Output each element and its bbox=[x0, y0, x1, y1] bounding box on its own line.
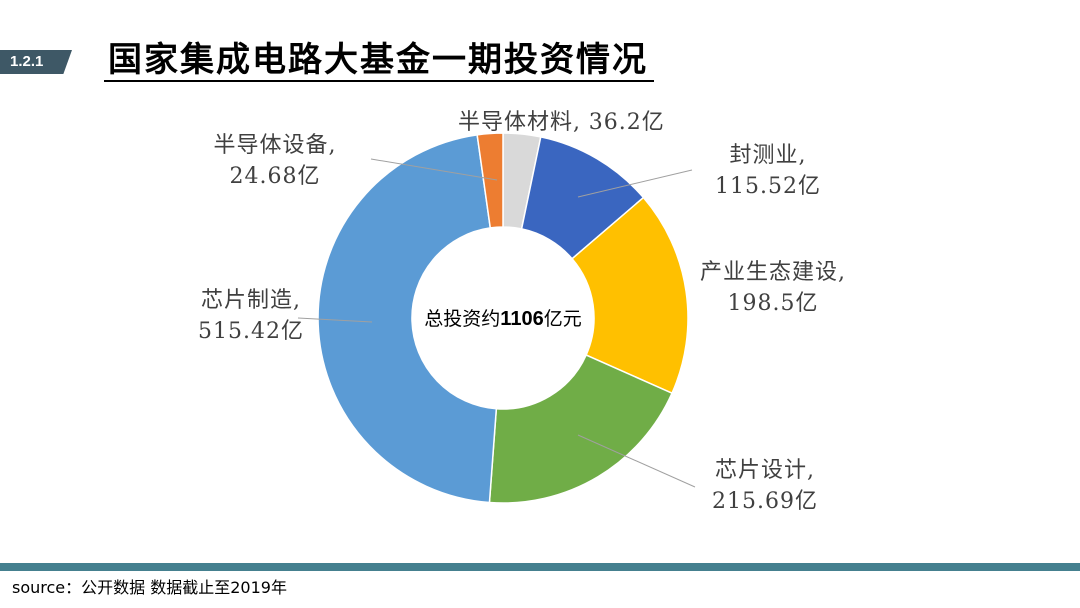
slice-name: 半导体材料 bbox=[458, 110, 574, 135]
label-separator: , bbox=[838, 260, 846, 285]
slice-name: 封测业 bbox=[729, 143, 799, 168]
center-label-suffix: 亿元 bbox=[543, 308, 582, 330]
slice-name: 半导体设备 bbox=[213, 133, 329, 158]
label-separator: , bbox=[328, 133, 337, 158]
leader-line-semiconductor-equipment bbox=[370, 158, 498, 181]
slice-name: 产业生态建设 bbox=[699, 260, 838, 285]
label-separator: , bbox=[293, 288, 301, 313]
slice-value: 515.42亿 bbox=[198, 319, 304, 344]
slice-semiconductor-materials bbox=[502, 132, 542, 230]
slice-label-chip-design: 芯片设计, 215.69亿 bbox=[698, 455, 832, 517]
donut-center-total-label: 总投资约1106亿元 bbox=[403, 305, 603, 333]
slice-label-semiconductor-equipment: 半导体设备, 24.68亿 bbox=[198, 130, 352, 192]
center-label-prefix: 总投资约 bbox=[424, 308, 501, 330]
section-number-badge: 1.2.1 bbox=[0, 50, 72, 74]
slice-packaging-testing bbox=[520, 136, 645, 260]
label-separator: , bbox=[807, 458, 815, 483]
slice-value: 36.2亿 bbox=[588, 110, 665, 135]
slice-semiconductor-equipment bbox=[476, 132, 504, 229]
slice-name: 芯片设计 bbox=[714, 458, 807, 483]
label-separator: , bbox=[798, 143, 807, 168]
page-title: 国家集成电路大基金一期投资情况 bbox=[104, 40, 654, 82]
source-note: source：公开数据 数据截止至2019年 bbox=[12, 578, 287, 597]
slice-value: 198.5亿 bbox=[727, 291, 819, 316]
slice-chip-design bbox=[488, 354, 674, 504]
footer-divider-bar bbox=[0, 563, 1080, 571]
slice-value: 24.68亿 bbox=[229, 164, 321, 189]
slice-value: 115.52亿 bbox=[715, 174, 821, 199]
leader-line-packaging-testing bbox=[577, 169, 693, 198]
slice-industry-ecosystem bbox=[571, 196, 689, 395]
slice-label-chip-manufacturing: 芯片制造, 515.42亿 bbox=[178, 285, 324, 347]
label-separator: , bbox=[573, 110, 582, 135]
slice-label-industry-ecosystem: 产业生态建设, 198.5亿 bbox=[678, 257, 868, 319]
slice-value: 215.69亿 bbox=[712, 489, 818, 514]
slice-name: 芯片制造 bbox=[200, 288, 293, 313]
center-label-total-value: 1106 bbox=[500, 308, 544, 330]
slice-label-packaging-testing: 封测业, 115.52亿 bbox=[700, 140, 836, 202]
slice-label-semiconductor-materials: 半导体材料, 36.2亿 bbox=[458, 107, 665, 138]
leader-line-chip-design bbox=[577, 434, 696, 488]
